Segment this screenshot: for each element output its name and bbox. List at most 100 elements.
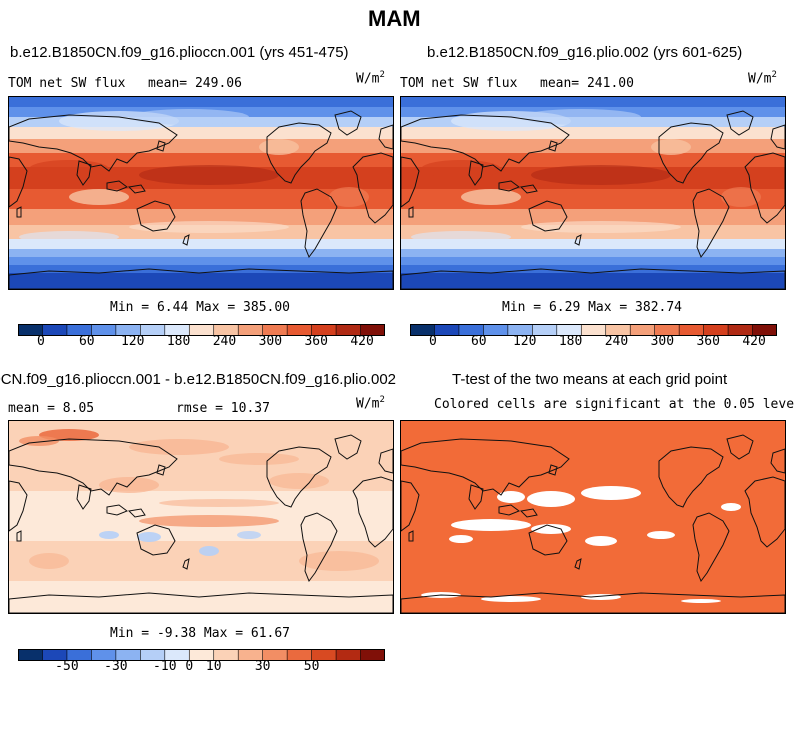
colorbar-tick-label: 120 [512,334,537,349]
colorbar-swatch [66,649,92,661]
panel2-minmax: Min = 6.29 Max = 382.74 [502,300,683,315]
colorbar-swatch [42,324,68,336]
map-field-patch [129,221,289,233]
colorbar-tick-label: 240 [604,334,629,349]
colorbar-swatch [311,324,337,336]
colorbar-swatch [115,324,141,336]
map-field-band [401,249,785,257]
colorbar-tick-label: 0 [429,334,437,349]
colorbar-tick-label: 240 [212,334,237,349]
colorbar-swatch [140,649,166,661]
colorbar-swatch [262,324,288,336]
colorbar-tick-label: 60 [78,334,95,349]
map-coastline [156,140,166,152]
colorbar-swatch [115,649,141,661]
map-coastline [352,476,393,548]
map-field-patch [237,531,261,539]
map-coastline [744,476,785,548]
map-field-patch [721,187,761,207]
map-field-band [9,97,393,107]
panel2-map [400,96,786,290]
map-field-patch [651,139,691,155]
map-coastline [528,524,568,556]
map-coastline [127,508,146,518]
panel1-mean-label: mean= 249.06 [148,76,242,91]
colorbar-swatch [311,649,337,661]
colorbar-frame [18,324,385,336]
map-field-band [9,139,393,153]
panel2-units: W/m2 [748,70,777,87]
colorbar-tick-label: 360 [304,334,328,349]
map-nonsignificant-patch [721,503,741,511]
map-coastline [106,504,129,516]
panel2-mean-label: mean= 241.00 [540,76,634,91]
map-coastline [300,512,338,583]
panel2-title: b.e12.B1850CN.f09_g16.plio.002 (yrs 601-… [427,44,743,61]
map-field-patch [199,546,219,556]
map-coastline [136,200,176,232]
colorbar-swatch [189,649,215,661]
colorbar-swatch [581,324,607,336]
map-coastline [658,122,724,184]
map-field-patch [129,109,249,125]
colorbar-tick-label: 0 [185,659,194,674]
map-field-band [9,257,393,265]
colorbar-swatch [238,649,264,661]
colorbar-swatch [42,649,68,661]
panel3-units: W/m2 [356,395,385,412]
map-coastline [9,156,28,208]
map-coastline [182,234,190,246]
map-coastline [408,206,414,218]
map-field-band [401,257,785,265]
colorbar-swatch [66,324,92,336]
map-field-band [9,239,393,249]
map-field-patch [139,165,279,185]
map-coastline [726,434,754,460]
map-coastline [136,524,176,556]
map-field-patch [29,553,69,569]
colorbar-frame [410,324,777,336]
map-coastline [76,160,92,186]
map-field-band [401,209,785,225]
map-field-patch [19,231,119,243]
map-coastline [16,530,22,542]
panel1-title: b.e12.B1850CN.f09_g16.plioccn.001 (yrs 4… [10,44,349,61]
map-coastline [9,268,393,289]
map-field-patch [299,551,379,571]
colorbar-tick-label: 120 [120,334,145,349]
colorbar-swatch [483,324,509,336]
colorbar-swatch [336,649,362,661]
colorbar-tick-label: 0 [37,334,45,349]
map-field-band [401,153,785,167]
panel4-subtitle: Colored cells are significant at the 0.0… [434,397,794,412]
map-nonsignificant-patch [531,524,571,534]
map-field-band [401,273,785,289]
colorbar-tick-label: 50 [303,659,320,674]
map-coastline [692,188,730,259]
map-field-patch [531,165,671,185]
map-field-band [9,127,393,139]
map-field-band [9,249,393,257]
map-nonsignificant-patch [451,519,531,531]
colorbar-tick-label: -10 [153,659,177,674]
map-field-band [401,239,785,249]
colorbar-swatch [556,324,582,336]
map-coastline [770,448,785,474]
map-field-band [9,265,393,273]
colorbar-swatch [507,324,533,336]
map-coastline [692,512,730,583]
colorbar-swatch [213,324,239,336]
colorbar-swatch [605,324,631,336]
map-field-patch [279,169,339,185]
map-coastline [744,152,785,224]
map-field-patch [137,532,161,542]
map-nonsignificant-patch [497,491,525,503]
map-coastline [106,180,129,192]
map-coastline [9,438,178,496]
colorbar-swatch [287,649,313,661]
map-field-patch [421,160,501,178]
map-field-patch [139,515,279,527]
map-coastline [16,206,22,218]
map-coastline [498,180,521,192]
map-nonsignificant-patch [585,536,617,546]
